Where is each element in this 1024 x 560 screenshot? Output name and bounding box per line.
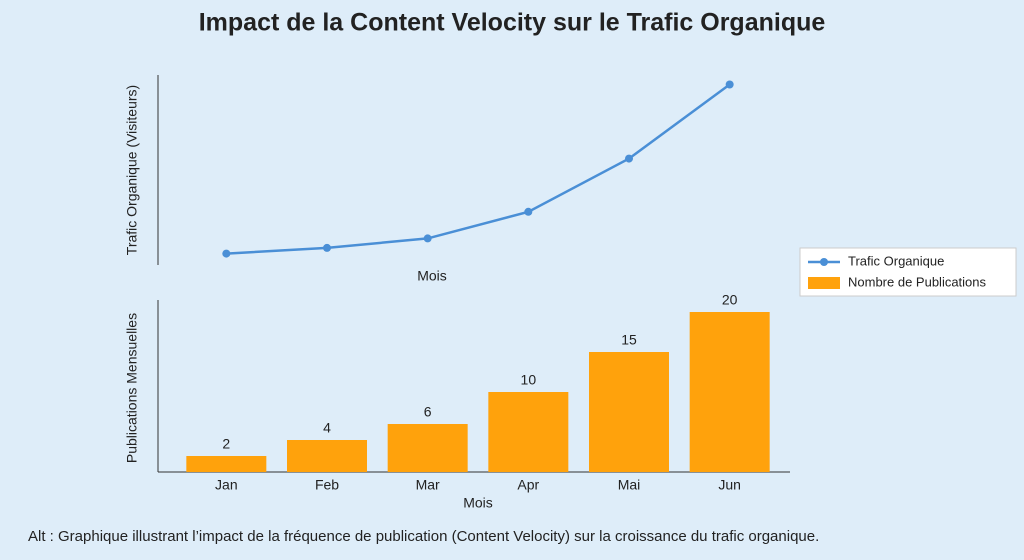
legend-label: Nombre de Publications [848,274,987,289]
point [625,154,633,163]
x-tick-label: Mai [618,477,641,493]
x-axis-label: Mois [417,268,447,284]
legend-marker [820,258,828,266]
x-axis-label: Mois [463,495,493,511]
bar [287,440,367,472]
x-tick-label: Jan [215,477,238,493]
value-label: 15 [621,332,637,348]
bar [186,456,267,472]
x-tick-label: Apr [517,477,539,493]
point [423,234,432,243]
y-axis-label: Publications Mensuelles [124,313,140,463]
bar [589,352,669,472]
value-label: 6 [424,404,432,420]
point [725,80,734,89]
value-label: 4 [323,420,331,436]
x-tick-label: Jun [718,477,741,493]
value-label: 20 [722,292,738,308]
legend-label: Trafic Organique [848,253,944,268]
point [524,207,533,216]
bar [689,312,770,472]
y-axis-label: Trafic Organique (Visiteurs) [124,85,140,255]
line [226,83,731,255]
value-label: 2 [222,436,230,452]
legend-swatch [808,277,840,289]
point [222,249,231,258]
x-tick-label: Mar [416,477,440,493]
point [323,243,331,252]
x-tick-label: Feb [315,477,339,493]
chart-title: Impact de la Content Velocity sur le Tra… [199,9,826,37]
caption: Alt : Graphique illustrant l’impact de l… [28,528,819,545]
bar [488,392,569,472]
value-label: 10 [521,372,537,388]
bar [387,424,468,472]
